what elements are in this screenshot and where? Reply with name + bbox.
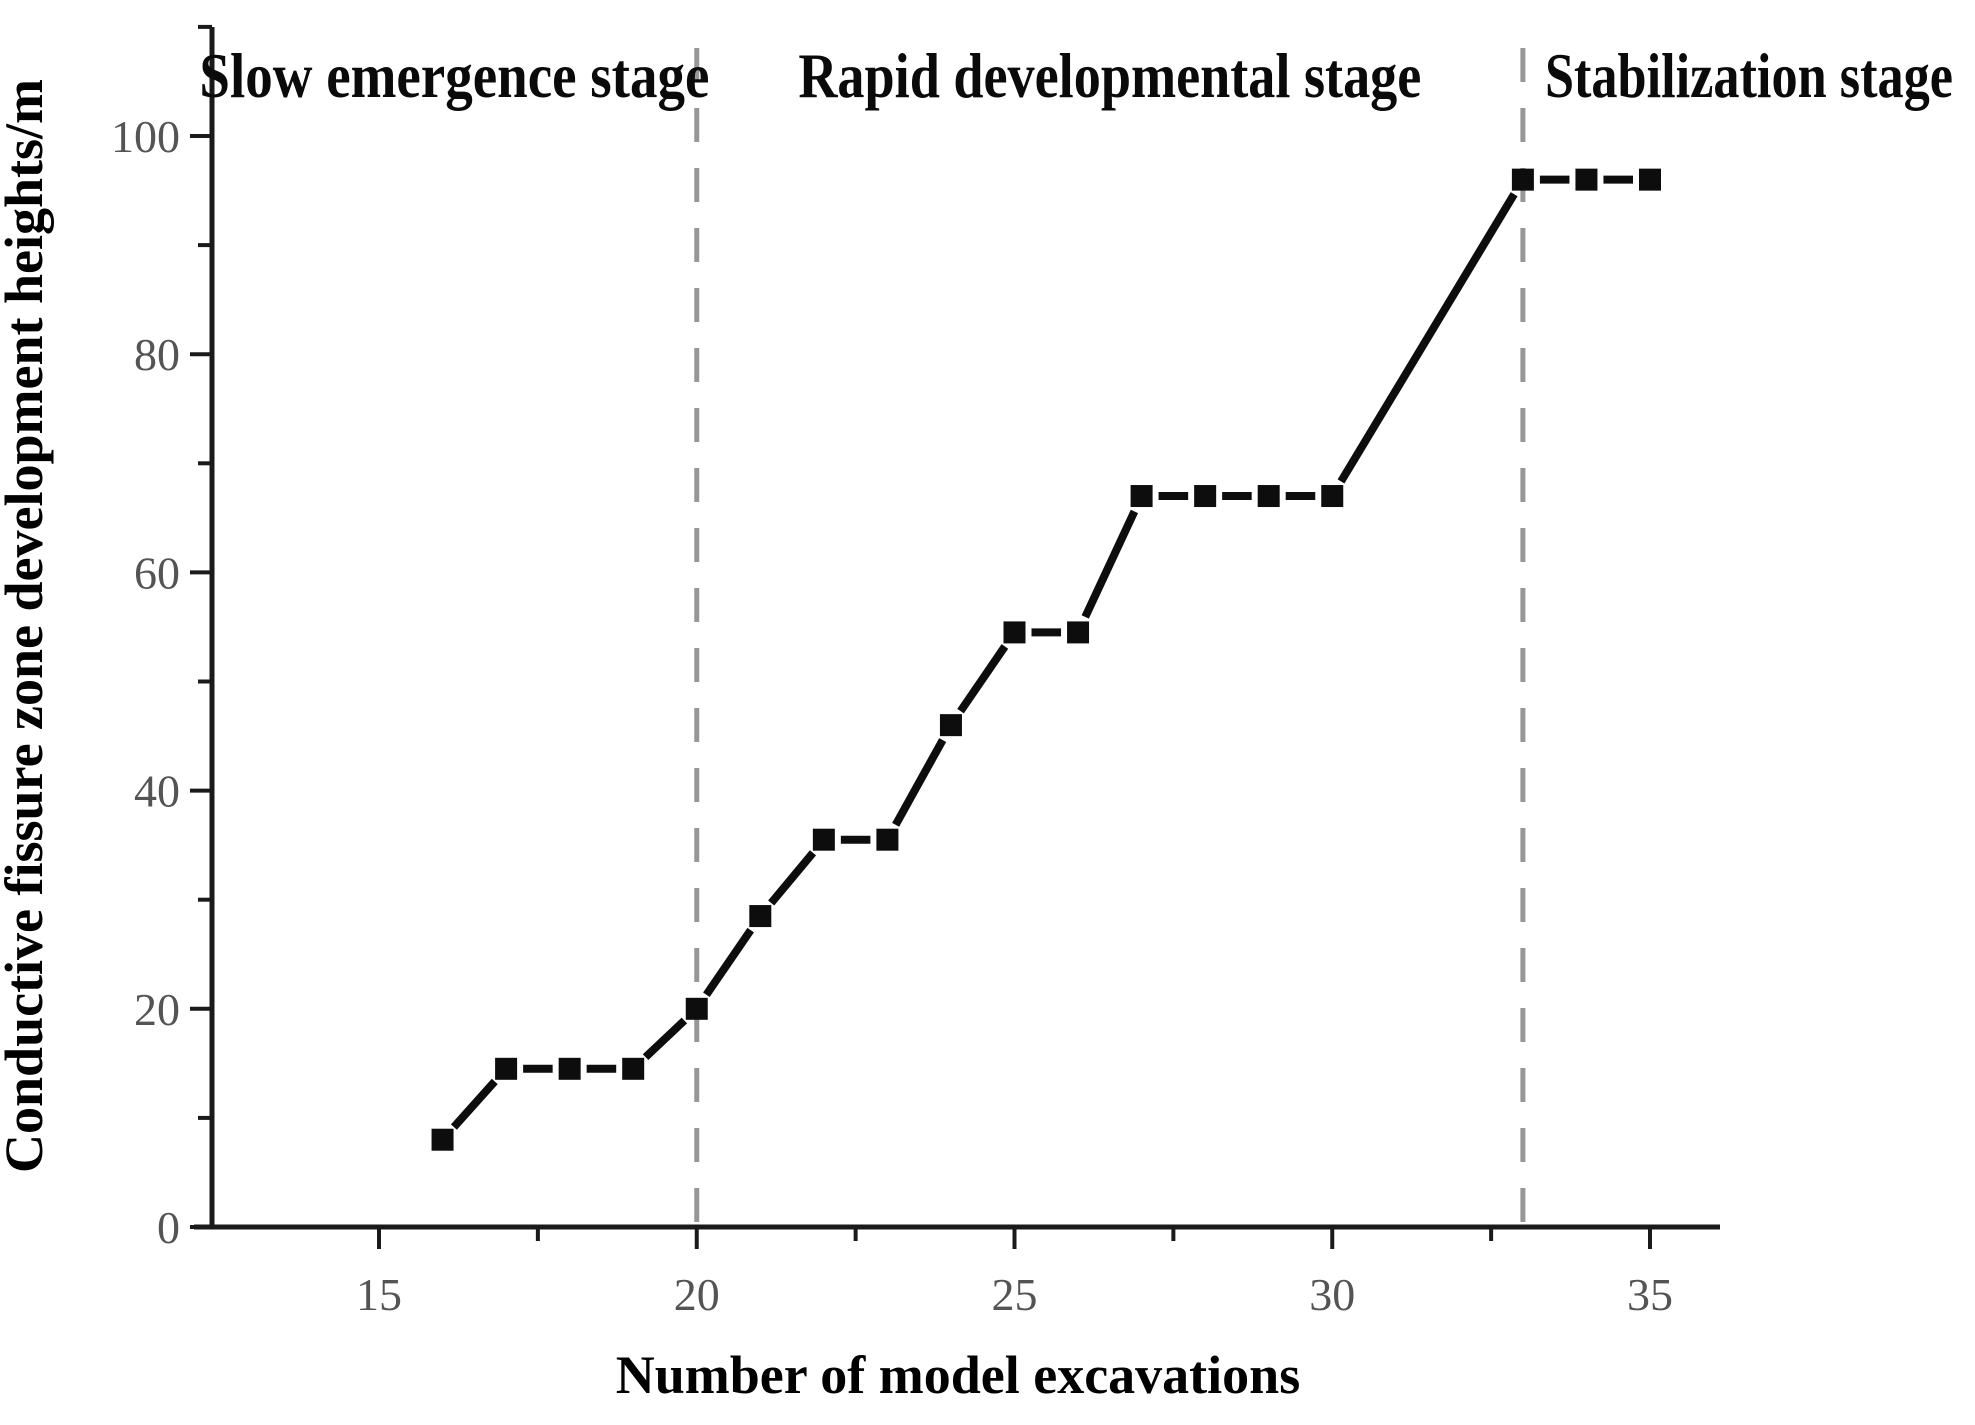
x-axis-tick-label: 30	[1309, 1269, 1355, 1320]
x-axis-tick-label: 20	[674, 1269, 720, 1320]
data-point-marker	[622, 1057, 645, 1080]
y-axis-tick-label: 60	[134, 547, 180, 598]
y-axis-tick-label: 40	[134, 766, 180, 817]
data-point-marker	[876, 828, 899, 851]
data-line-segment	[703, 927, 754, 998]
y-axis-tick-label: 0	[157, 1202, 180, 1253]
data-point-marker	[939, 714, 962, 737]
data-line-segment	[957, 644, 1009, 714]
y-axis-tick-label: 20	[134, 984, 180, 1035]
y-axis-tick-label: 100	[111, 111, 180, 162]
y-axis-title: Conductive fissure zone development heig…	[0, 79, 54, 1173]
data-point-marker	[1321, 485, 1344, 508]
data-line-segment	[768, 850, 817, 906]
stage-annotation-label: Rapid developmental stage	[798, 40, 1421, 111]
x-axis-tick-label: 35	[1627, 1269, 1673, 1320]
data-point-marker	[749, 905, 772, 928]
data-point-marker	[431, 1128, 454, 1151]
data-point-marker	[1575, 168, 1598, 191]
data-line-segment	[1337, 192, 1518, 484]
data-point-marker	[558, 1057, 581, 1080]
x-axis-tick-label: 15	[356, 1269, 402, 1320]
y-axis-tick-label: 80	[134, 329, 180, 380]
data-line-segment	[892, 738, 947, 827]
data-point-marker	[812, 828, 835, 851]
data-point-marker	[1130, 485, 1153, 508]
data-line-segment	[642, 1017, 688, 1061]
data-point-marker	[1194, 485, 1217, 508]
x-axis-tick-label: 25	[992, 1269, 1038, 1320]
data-point-marker	[1511, 168, 1534, 191]
data-point-marker	[1257, 485, 1280, 508]
data-point-marker	[685, 997, 708, 1020]
data-point-marker	[1003, 621, 1026, 644]
data-point-marker	[495, 1057, 518, 1080]
data-line-segment	[1081, 509, 1139, 619]
data-point-marker	[1639, 168, 1661, 191]
stage-annotation-label: Stabilization stage	[1545, 40, 1953, 111]
data-line-segment	[450, 1078, 498, 1130]
x-axis-title: Number of model excavations	[616, 1345, 1300, 1405]
stage-annotation-label: Slow emergence stage	[199, 40, 709, 111]
data-point-marker	[1067, 621, 1090, 644]
